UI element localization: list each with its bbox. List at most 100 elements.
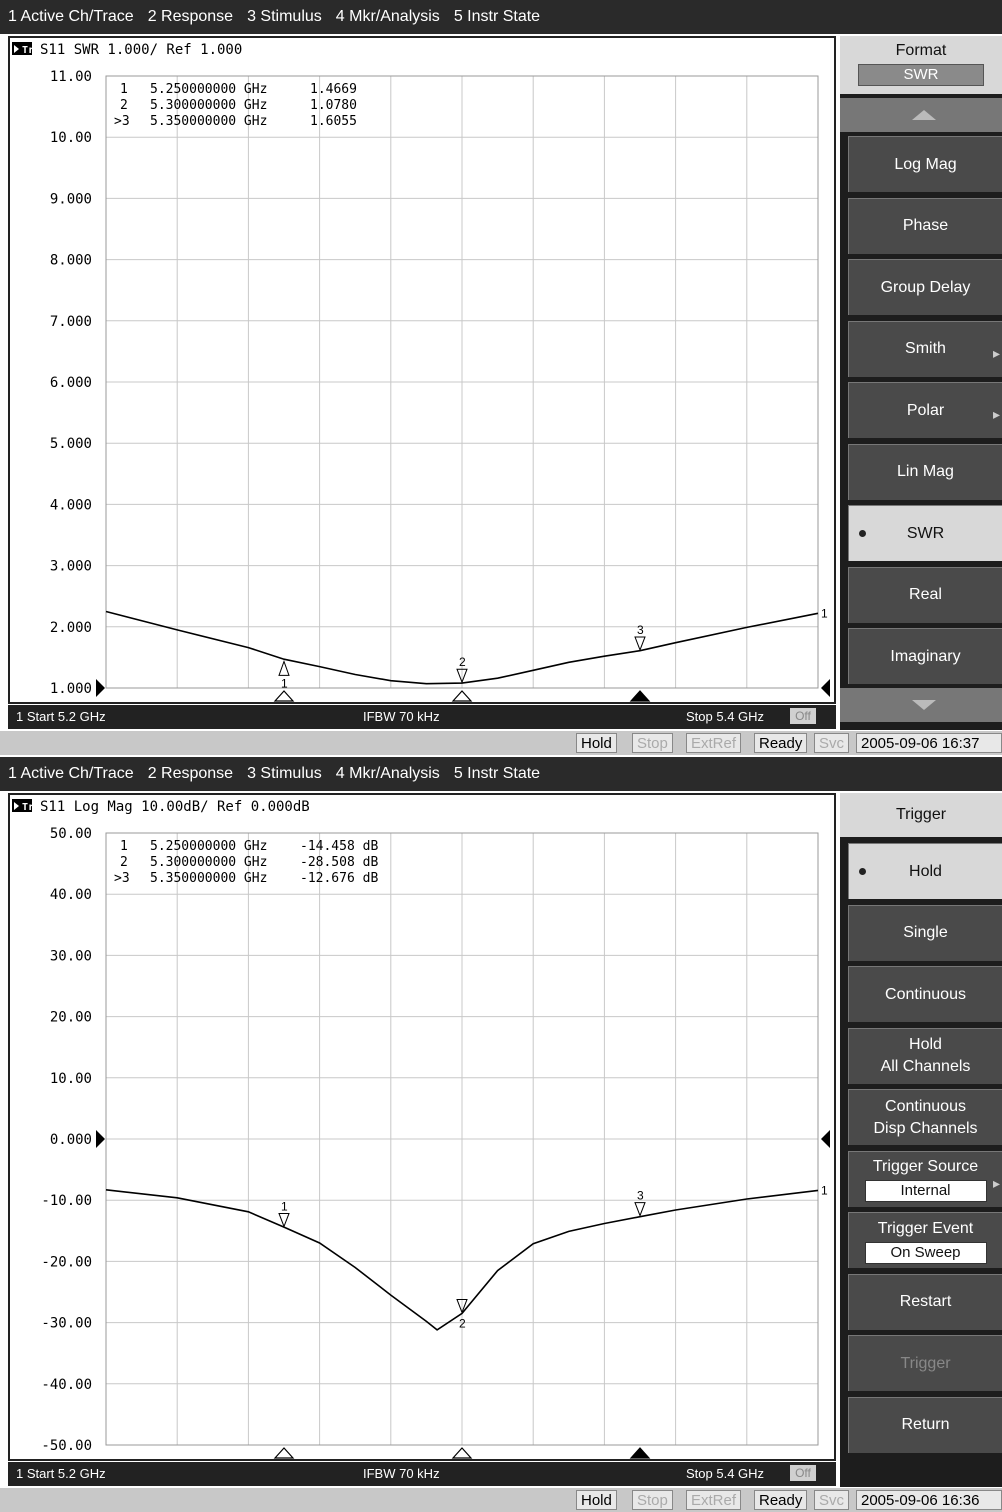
y-tick-label: -20.00	[41, 1254, 92, 1270]
softkey-trigger-source[interactable]: Trigger Source Internal ▸	[848, 1150, 1002, 1207]
softkey-single[interactable]: Single	[848, 904, 1002, 961]
softkey-swr[interactable]: SWR	[848, 505, 1002, 561]
softkey-restart[interactable]: Restart	[848, 1273, 1002, 1330]
scroll-up-button[interactable]	[840, 98, 1002, 132]
softkey-panel: Format SWR Log Mag Phase Group Delay Smith ▸…	[840, 36, 1002, 730]
softkey-label: Imaginary	[890, 647, 961, 665]
y-tick-label: 1.000	[50, 681, 92, 697]
status-datetime: 2005-09-06 16:36	[856, 1490, 1002, 1510]
menu-stimulus[interactable]: 3 Stimulus	[247, 765, 322, 782]
menu-active-ch-trace[interactable]: 1 Active Ch/Trace	[8, 765, 134, 782]
status-svc: Svc	[814, 1490, 850, 1510]
softkey-label: Trigger Source	[872, 1158, 979, 1175]
ifbw[interactable]: IFBW 70 kHz	[363, 709, 440, 724]
ref-level-right-arrow-icon[interactable]	[821, 679, 830, 697]
softkey-group-delay[interactable]: Group Delay	[848, 259, 1002, 315]
status-extref: ExtRef	[686, 1490, 742, 1510]
trace-indicator[interactable]	[12, 799, 32, 812]
menu-mkr-analysis[interactable]: 4 Mkr/Analysis	[335, 8, 440, 25]
start-frequency[interactable]: 1 Start 5.2 GHz	[16, 1466, 106, 1481]
logmag-chart: Tr1 S11 Log Mag 10.00dB/ Ref 0.000dB 50.…	[12, 799, 830, 1459]
trace-indicator[interactable]	[12, 42, 32, 55]
trace-title: S11 SWR 1.000/ Ref 1.000	[40, 42, 242, 58]
ref-level-right-arrow-icon[interactable]	[821, 1130, 830, 1148]
menu-active-ch-trace[interactable]: 1 Active Ch/Trace	[8, 8, 134, 25]
up-arrow-icon	[912, 110, 936, 120]
softkey-value: Internal	[864, 1180, 987, 1202]
softkey-label-line2: All Channels	[880, 1058, 971, 1075]
softkey-continuous[interactable]: Continuous	[848, 966, 1002, 1022]
marker-3-position-icon[interactable]	[629, 1447, 651, 1459]
y-tick-label: -30.00	[41, 1316, 92, 1332]
marker-3-label: >3	[114, 114, 130, 129]
y-tick-label: -10.00	[41, 1193, 92, 1209]
marker-1-freq: 5.250000000 GHz	[150, 82, 267, 97]
y-tick-label: 6.000	[50, 375, 92, 391]
menu-instr-state[interactable]: 5 Instr State	[453, 8, 541, 25]
marker-1-position-icon[interactable]	[273, 1447, 295, 1459]
marker-3-label: >3	[114, 871, 130, 886]
plot-area[interactable]: Tr1 S11 Log Mag 10.00dB/ Ref 0.000dB 50.…	[8, 793, 836, 1461]
down-arrow-icon	[912, 700, 936, 710]
grid	[105, 75, 819, 689]
softkey-label: Polar	[906, 401, 945, 419]
menu-response[interactable]: 2 Response	[147, 765, 234, 782]
trace-label: Tr1	[22, 802, 40, 813]
marker-3-freq: 5.350000000 GHz	[150, 114, 267, 129]
marker-1-position-icon[interactable]	[273, 690, 295, 702]
swr-chart: Tr1 S11 SWR 1.000/ Ref 1.000 11.00 10.00 9…	[12, 42, 830, 702]
softkey-smith[interactable]: Smith ▸	[848, 320, 1002, 377]
menu-stimulus[interactable]: 3 Stimulus	[247, 8, 322, 25]
softkey-label: Hold	[909, 862, 942, 880]
status-bar: Hold Stop ExtRef Ready Svc 2005-09-06 16…	[0, 1488, 1002, 1512]
marker-3-symbol[interactable]	[634, 1202, 646, 1217]
y-tick-label: -50.00	[41, 1438, 92, 1454]
softkey-continuous-disp-channels[interactable]: Continuous Disp Channels	[848, 1089, 1002, 1145]
y-tick-label: 5.000	[50, 436, 92, 452]
softkey-lin-mag[interactable]: Lin Mag	[848, 443, 1002, 500]
marker-3-position-icon[interactable]	[629, 690, 651, 702]
softkey-label: Hold	[909, 1036, 942, 1053]
stop-frequency[interactable]: Stop 5.4 GHz	[686, 1466, 765, 1481]
status-bar: Hold Stop ExtRef Ready Svc 2005-09-06 16…	[0, 731, 1002, 755]
marker-2-symbol[interactable]	[456, 1298, 468, 1314]
grid	[105, 832, 819, 1446]
scroll-down-button[interactable]	[840, 688, 1002, 722]
ref-level-left-arrow-icon[interactable]	[96, 1130, 105, 1148]
marker-2-position-icon[interactable]	[451, 1447, 473, 1459]
softkey-hold-all-channels[interactable]: Hold All Channels	[848, 1027, 1002, 1084]
y-axis-labels: 50.00 40.00 30.00 20.00 10.00 0.000 -10.00 -20.…	[41, 826, 92, 1454]
start-frequency[interactable]: 1 Start 5.2 GHz	[16, 709, 106, 724]
stop-frequency[interactable]: Stop 5.4 GHz	[686, 709, 765, 724]
menu-instr-state[interactable]: 5 Instr State	[453, 765, 541, 782]
status-stop: Stop	[632, 1490, 673, 1510]
marker-1-symbol[interactable]	[278, 659, 290, 676]
softkey-return[interactable]: Return	[848, 1396, 1002, 1453]
softkey-imaginary[interactable]: Imaginary	[848, 628, 1002, 684]
softkey-label: Group Delay	[880, 278, 971, 296]
marker-2-label: 2	[120, 855, 128, 870]
marker-3-symbol[interactable]	[634, 636, 646, 652]
ref-level-left-arrow-icon[interactable]	[96, 679, 105, 697]
submenu-arrow-icon: ▸	[992, 344, 1000, 361]
marker-readout: 1 5.250000000 GHz 1.4669 2 5.300000000 G…	[114, 82, 357, 129]
softkey-trigger-event[interactable]: Trigger Event On Sweep	[848, 1212, 1002, 1268]
softkey-phase[interactable]: Phase	[848, 197, 1002, 254]
softkey-log-mag[interactable]: Log Mag	[848, 136, 1002, 192]
marker-1-symbol[interactable]	[278, 1212, 290, 1228]
marker-2-position-icon[interactable]	[451, 690, 473, 702]
plot-area[interactable]: Tr1 S11 SWR 1.000/ Ref 1.000 11.00 10.00 9…	[8, 36, 836, 704]
y-tick-label: 40.00	[50, 887, 92, 903]
softkey-label: Phase	[902, 217, 949, 234]
softkey-hold[interactable]: Hold	[848, 843, 1002, 899]
ifbw[interactable]: IFBW 70 kHz	[363, 1466, 440, 1481]
softkey-polar[interactable]: Polar ▸	[848, 382, 1002, 438]
marker-2-symbol[interactable]	[456, 668, 468, 684]
softkey-real[interactable]: Real	[848, 566, 1002, 623]
softkey-label: Trigger	[900, 1354, 951, 1372]
y-tick-label: 20.00	[50, 1010, 92, 1026]
active-trace-arrow-icon	[14, 45, 19, 53]
menu-mkr-analysis[interactable]: 4 Mkr/Analysis	[335, 765, 440, 782]
menu-response[interactable]: 2 Response	[147, 8, 234, 25]
marker-symbols: 1 1 2 3	[273, 1183, 828, 1459]
